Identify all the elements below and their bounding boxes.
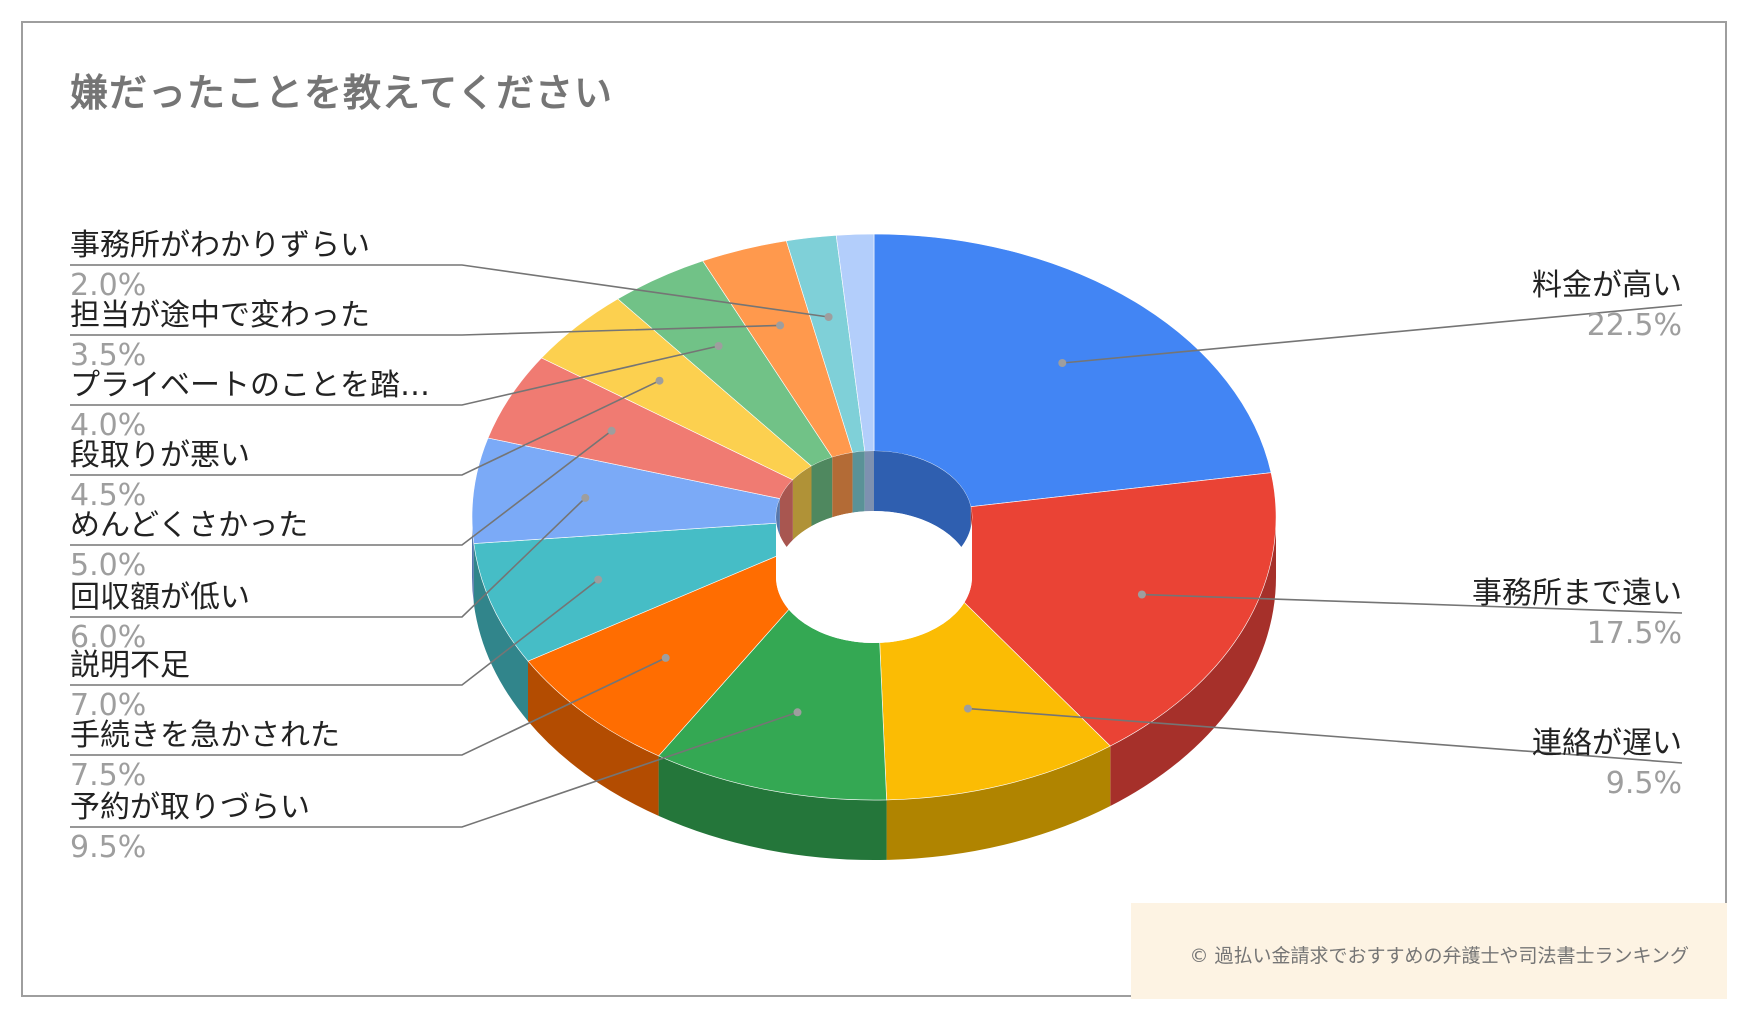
- slice-name-5: 説明不足: [70, 648, 190, 683]
- slice-inner-10-1: [832, 452, 853, 518]
- leader-line-10: [70, 324, 781, 336]
- slice-name-3: 予約が取りづらい: [70, 790, 310, 825]
- leader-line-6: [70, 497, 586, 618]
- slice-label-3: 予約が取りづらい 9.5%: [70, 790, 310, 865]
- slice-pct-5: 7.0%: [70, 688, 146, 723]
- slice-label-2: 連絡が遅い 9.5%: [1532, 726, 1682, 801]
- slice-label-10: 担当が途中で変わった 3.5%: [70, 298, 370, 373]
- slice-pct-1: 17.5%: [1587, 616, 1682, 651]
- slice-label-6: 回収額が低い 6.0%: [70, 580, 250, 655]
- slice-inner-11-1: [852, 451, 865, 513]
- slice-inner-9-1: [811, 457, 833, 527]
- leader-line-0: [1062, 304, 1683, 364]
- slice-pct-8: 4.5%: [70, 478, 146, 513]
- slice-name-4: 手続きを急かされた: [70, 718, 340, 753]
- slice-name-6: 回収額が低い: [70, 580, 250, 615]
- leader-line-3: [70, 711, 798, 828]
- slice-label-8: 段取りが悪い 4.5%: [70, 438, 250, 513]
- slice-side-3: [658, 755, 887, 861]
- leader-line-1: [1141, 593, 1683, 614]
- slice-name-0: 料金が高い: [1532, 268, 1682, 303]
- leader-line-11: [70, 264, 829, 318]
- slice-name-7: めんどくさかった: [70, 508, 308, 543]
- slice-pct-9: 4.0%: [70, 408, 146, 443]
- leader-dot-2: [963, 704, 972, 713]
- leader-dot-10: [776, 321, 785, 330]
- leader-dot-3: [793, 708, 802, 717]
- slice-pct-11: 2.0%: [70, 268, 146, 303]
- leader-dot-8: [655, 376, 664, 385]
- leader-line-4: [70, 657, 667, 756]
- slice-name-10: 担当が途中で変わった: [70, 298, 370, 333]
- slice-pct-0: 22.5%: [1587, 308, 1682, 343]
- slice-inner-0-0: [874, 451, 971, 567]
- slice-side-6: [472, 517, 474, 604]
- leader-dot-11: [824, 313, 833, 321]
- leader-dot-6: [581, 493, 590, 502]
- leader-line-2: [967, 707, 1683, 764]
- slice-name-1: 事務所まで遠い: [1472, 576, 1682, 611]
- slice-inner-7-1: [779, 479, 793, 559]
- slice-label-7: めんどくさかった 5.0%: [70, 508, 308, 583]
- leader-dot-1: [1137, 590, 1146, 599]
- slice-side-4: [528, 661, 659, 816]
- leader-dot-0: [1058, 359, 1067, 367]
- leader-line-5: [70, 578, 599, 686]
- slice-label-11: 事務所がわかりずらい 2.0%: [70, 228, 370, 303]
- slice-pct-7: 5.0%: [70, 548, 146, 583]
- slice-pct-3: 9.5%: [70, 830, 146, 865]
- slice-label-5: 説明不足 7.0%: [70, 648, 190, 723]
- slice-inner-12-1: [864, 451, 874, 512]
- leader-dot-5: [594, 575, 603, 584]
- slice-side-5: [473, 543, 528, 722]
- chart-title: 嫌だったことを教えてください: [70, 71, 613, 115]
- leader-line-8: [70, 379, 660, 476]
- slice-name-9: プライベートのことを踏…: [70, 368, 430, 403]
- slice-pct-10: 3.5%: [70, 338, 146, 373]
- slice-name-11: 事務所がわかりずらい: [70, 228, 370, 263]
- leader-dot-9: [714, 342, 723, 350]
- credit-text: © 過払い金請求でおすすめの弁護士や司法書士ランキング: [1189, 945, 1689, 967]
- slice-pct-4: 7.5%: [70, 758, 146, 793]
- slice-name-2: 連絡が遅い: [1532, 726, 1682, 761]
- leader-dot-4: [661, 653, 670, 662]
- slice-pct-2: 9.5%: [1606, 766, 1682, 801]
- slice-side-2: [886, 746, 1111, 860]
- leader-line-9: [70, 345, 719, 406]
- slice-label-9: プライベートのことを踏… 4.0%: [70, 368, 430, 443]
- slice-label-1: 事務所まで遠い 17.5%: [1472, 576, 1682, 651]
- credit-box: © 過払い金請求でおすすめの弁護士や司法書士ランキング: [1131, 903, 1727, 999]
- donut-hole-front: [776, 517, 972, 643]
- slice-side-1: [1110, 517, 1276, 806]
- slice-name-8: 段取りが悪い: [70, 438, 250, 473]
- slice-label-0: 料金が高い 22.5%: [1532, 268, 1682, 343]
- slice-inner-8-1: [792, 466, 812, 540]
- leader-dot-7: [607, 426, 616, 435]
- slice-label-4: 手続きを急かされた 7.5%: [70, 718, 340, 793]
- leader-line-7: [70, 430, 613, 546]
- slice-pct-6: 6.0%: [70, 620, 146, 655]
